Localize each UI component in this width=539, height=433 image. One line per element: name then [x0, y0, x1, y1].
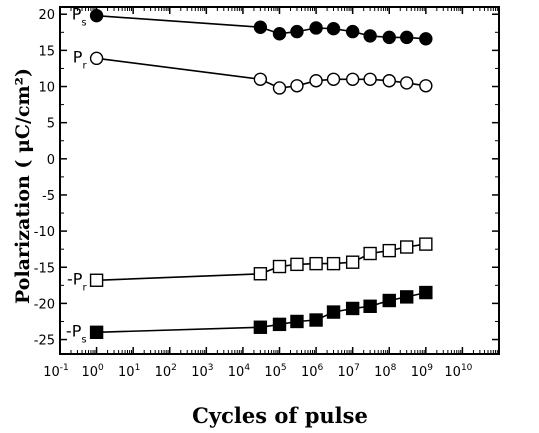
- data-point: [290, 257, 304, 272]
- y-tick-label: -20: [34, 297, 55, 312]
- series-label: Pr: [73, 47, 88, 71]
- data-point: [290, 24, 304, 39]
- data-point: [382, 74, 396, 88]
- data-point: [309, 74, 323, 88]
- data-point: [345, 301, 360, 316]
- data-point: [382, 243, 396, 258]
- x-tick-label: 104: [228, 363, 251, 380]
- data-point: [272, 27, 287, 41]
- y-tick-label: 5: [47, 117, 55, 132]
- data-point: [272, 81, 287, 95]
- data-point: [253, 72, 268, 86]
- data-point: [400, 240, 414, 254]
- data-point: [400, 76, 414, 90]
- y-tick-label: 0: [47, 153, 55, 168]
- y-tick-label: 15: [38, 44, 55, 59]
- x-axis-title: Cycles of pulse: [192, 403, 368, 428]
- plot-frame: [59, 6, 500, 355]
- data-point: [253, 320, 268, 334]
- y-tick-label: 10: [38, 81, 55, 96]
- data-point: [326, 21, 341, 36]
- x-tick-label: 100: [81, 363, 104, 380]
- data-point: [419, 79, 433, 93]
- x-tick-label: 109: [411, 363, 434, 380]
- x-tick-label: 106: [301, 363, 324, 380]
- x-tick-label: 1010: [444, 363, 472, 380]
- data-point: [363, 72, 377, 86]
- data-point: [253, 267, 268, 281]
- x-tick-label: 108: [374, 363, 397, 380]
- data-point: [419, 32, 433, 46]
- series-label: -Pr: [67, 269, 87, 293]
- y-tick-label: -15: [34, 261, 55, 276]
- x-tick-label: 102: [155, 363, 177, 380]
- x-tick-label: 105: [264, 363, 286, 380]
- data-point: [345, 72, 360, 86]
- data-point: [89, 8, 104, 23]
- data-point: [326, 256, 341, 271]
- x-tick-label: 10-1: [43, 363, 69, 380]
- series-label: Ps: [72, 5, 87, 29]
- data-point: [89, 51, 104, 66]
- data-point: [89, 273, 104, 287]
- data-point: [345, 24, 360, 39]
- y-axis-title: Polarization ( μC/cm²): [12, 68, 34, 304]
- data-point: [363, 299, 377, 313]
- data-point: [89, 325, 104, 340]
- data-point: [272, 317, 287, 332]
- data-point: [400, 290, 414, 304]
- data-point: [400, 30, 414, 45]
- data-point: [326, 72, 341, 86]
- y-tick-label: -10: [34, 225, 55, 240]
- data-point: [290, 314, 304, 329]
- data-point: [326, 305, 341, 319]
- data-point: [290, 79, 304, 93]
- data-point: [309, 21, 323, 35]
- data-point: [309, 256, 323, 271]
- tick-layer: 10-1 100 101 102 103 104 105 106 107 108 109 101020…: [34, 7, 499, 380]
- data-point: [363, 29, 377, 43]
- y-tick-label: -25: [34, 334, 55, 349]
- data-point: [253, 20, 268, 34]
- data-point: [345, 255, 360, 269]
- series-markers: [89, 8, 433, 340]
- series-labels: Ps Pr -Pr -Ps: [66, 5, 88, 346]
- x-tick-label: 103: [191, 363, 213, 380]
- data-point: [309, 313, 323, 327]
- data-point: [382, 30, 396, 45]
- data-point: [419, 285, 433, 300]
- y-tick-label: 20: [38, 8, 55, 23]
- data-point: [363, 246, 377, 261]
- data-point: [272, 259, 287, 274]
- x-tick-label: 107: [338, 363, 360, 380]
- y-tick-label: -5: [42, 189, 55, 204]
- data-point: [419, 237, 433, 251]
- x-tick-label: 101: [118, 363, 140, 380]
- series-label: -Ps: [66, 321, 87, 345]
- data-point: [382, 293, 396, 308]
